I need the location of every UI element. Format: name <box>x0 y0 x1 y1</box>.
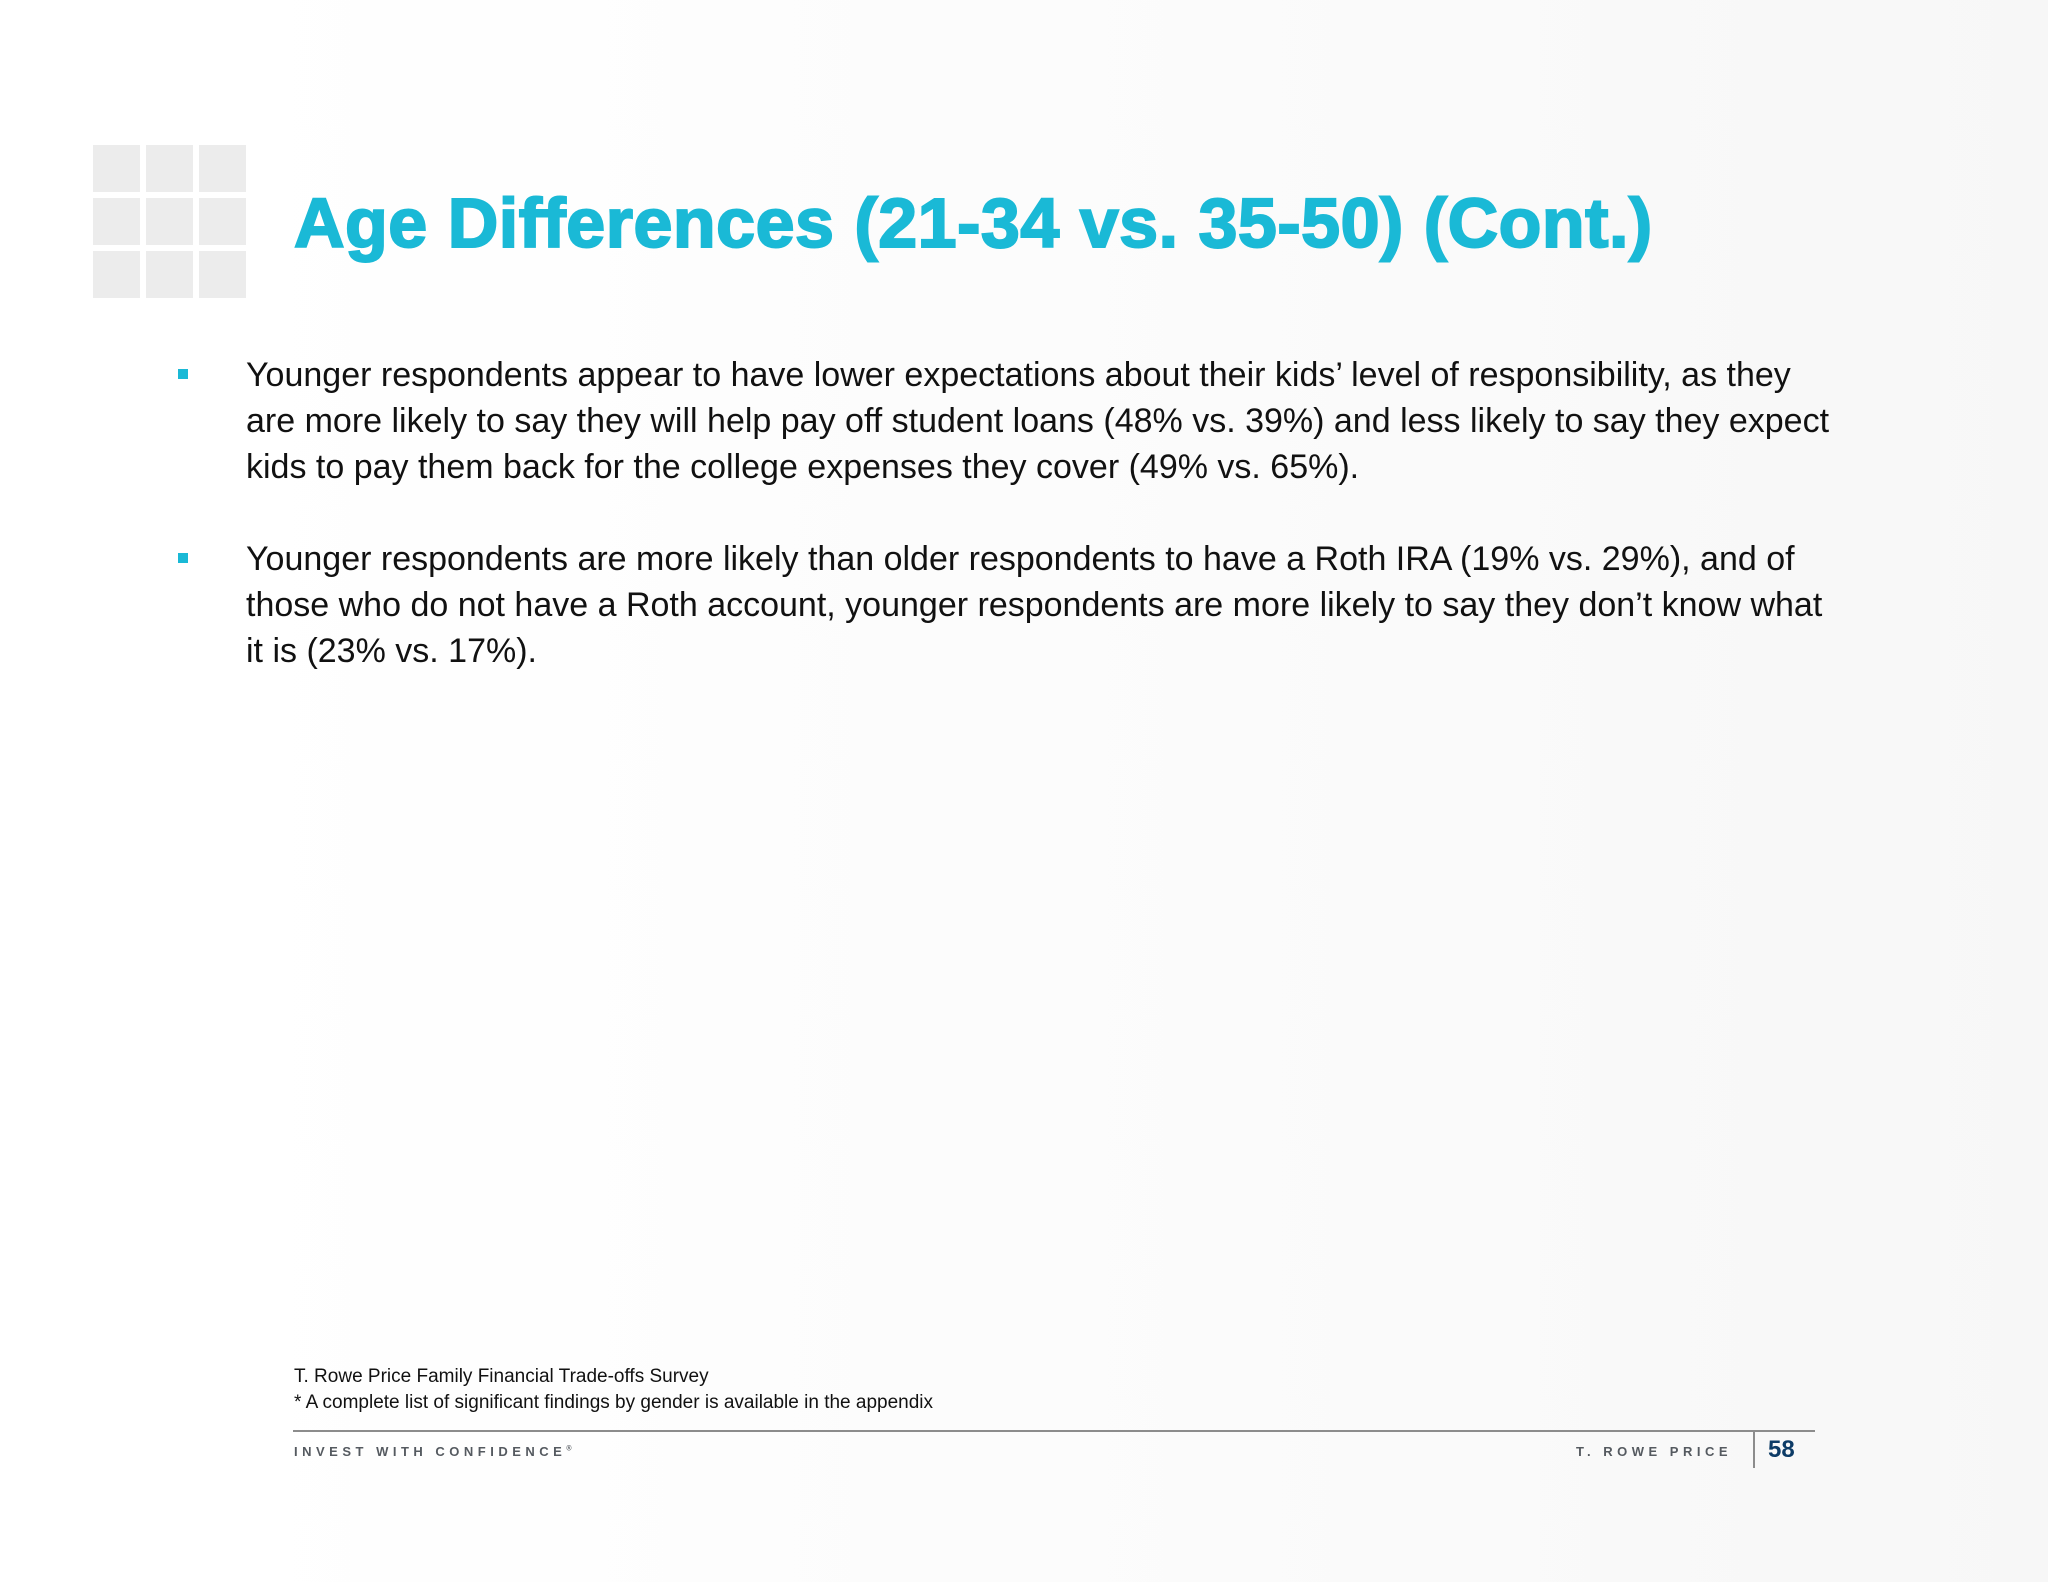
bullet-item: Younger respondents appear to have lower… <box>176 352 1836 490</box>
footnotes: T. Rowe Price Family Financial Trade-off… <box>294 1364 933 1416</box>
slide-background <box>228 0 2048 1582</box>
footer-divider <box>293 1430 1815 1432</box>
square-bullet-icon <box>178 369 188 379</box>
bullet-list: Younger respondents appear to have lower… <box>176 352 1836 720</box>
slide-title: Age Differences (21-34 vs. 35-50) (Cont.… <box>293 183 1653 263</box>
bullet-text: Younger respondents appear to have lower… <box>246 356 1830 486</box>
footer-brand: T. ROWE PRICE <box>1576 1444 1733 1459</box>
appendix-note: * A complete list of significant finding… <box>294 1392 934 1413</box>
logo-grid-cell <box>146 198 193 245</box>
square-bullet-icon <box>178 553 188 563</box>
logo-grid-cell <box>93 251 140 298</box>
logo-grid-cell <box>93 145 140 192</box>
grid-logo-icon <box>93 145 246 298</box>
source-note: T. Rowe Price Family Financial Trade-off… <box>294 1366 709 1387</box>
page-number: 58 <box>1768 1436 1795 1463</box>
logo-grid-cell <box>146 145 193 192</box>
page-number-divider <box>1753 1432 1755 1468</box>
logo-grid-cell <box>93 198 140 245</box>
tagline-text: INVEST WITH CONFIDENCE <box>294 1444 567 1459</box>
bullet-item: Younger respondents are more likely than… <box>176 536 1836 674</box>
logo-grid-cell <box>146 251 193 298</box>
footer-tagline: INVEST WITH CONFIDENCE® <box>294 1444 572 1459</box>
registered-mark: ® <box>566 1445 572 1453</box>
bullet-text: Younger respondents are more likely than… <box>246 540 1823 670</box>
logo-grid-cell <box>199 145 246 192</box>
logo-grid-cell <box>199 198 246 245</box>
logo-grid-cell <box>199 251 246 298</box>
